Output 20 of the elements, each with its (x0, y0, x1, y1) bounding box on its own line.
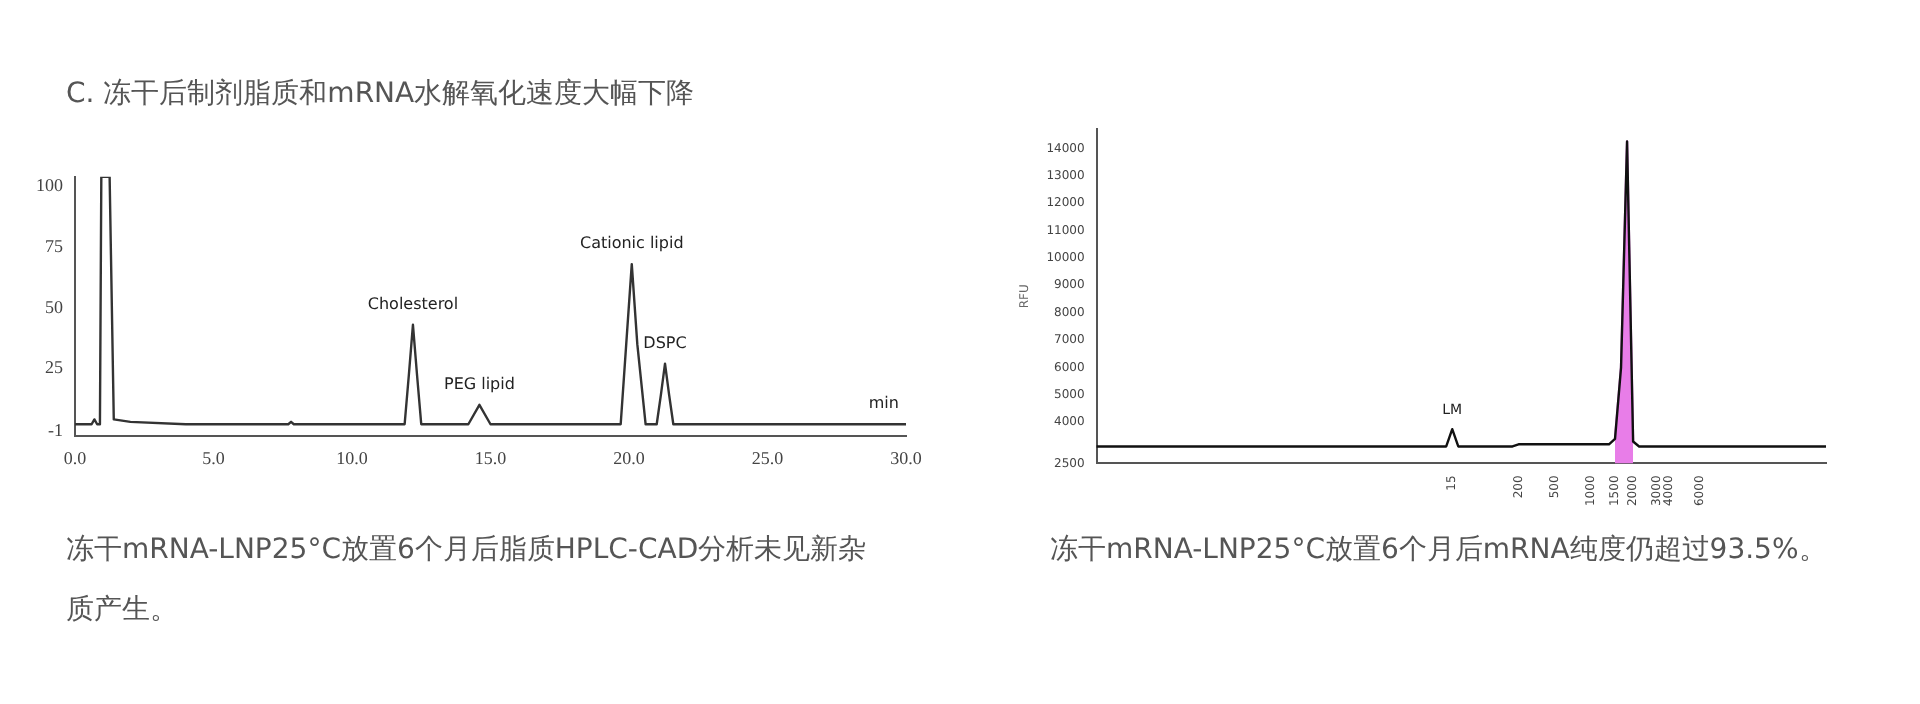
annotation: PEG lipid (443, 375, 515, 394)
x-tick-label: 0.0 (63, 447, 88, 468)
y-tick-label: -1 (48, 420, 63, 441)
annotation: Cholesterol (367, 294, 459, 313)
y-tick-label: 100 (36, 175, 64, 196)
x-tick-label: 30.0 (890, 447, 923, 468)
text: 冻干mRNA-LNP25°C放置6个月后脂质HPLC-CAD分析未见新杂质产生。 (66, 532, 869, 630)
annotation: DSPC (643, 333, 688, 352)
annotation: Cationic lipid (579, 234, 684, 253)
x-tick-label: 20.0 (613, 447, 646, 468)
y-tick-label: 75 (45, 235, 64, 256)
text: 冻干mRNA-LNP25°C放置6个月后mRNA纯度仍超过93.5%。 (1050, 532, 1829, 570)
chart-title: C. 冻干后制剂脂质和mRNA水解氧化速度大幅下降 (66, 76, 695, 112)
x-tick-label: 5.0 (202, 447, 226, 468)
y-tick-label: 25 (45, 357, 64, 378)
annotation: min (868, 394, 899, 413)
y-tick-label: 50 (45, 296, 64, 317)
x-tick-label: 15.0 (474, 447, 508, 468)
x-tick-label: 10.0 (336, 447, 369, 468)
x-tick-label: 25.0 (751, 447, 785, 468)
